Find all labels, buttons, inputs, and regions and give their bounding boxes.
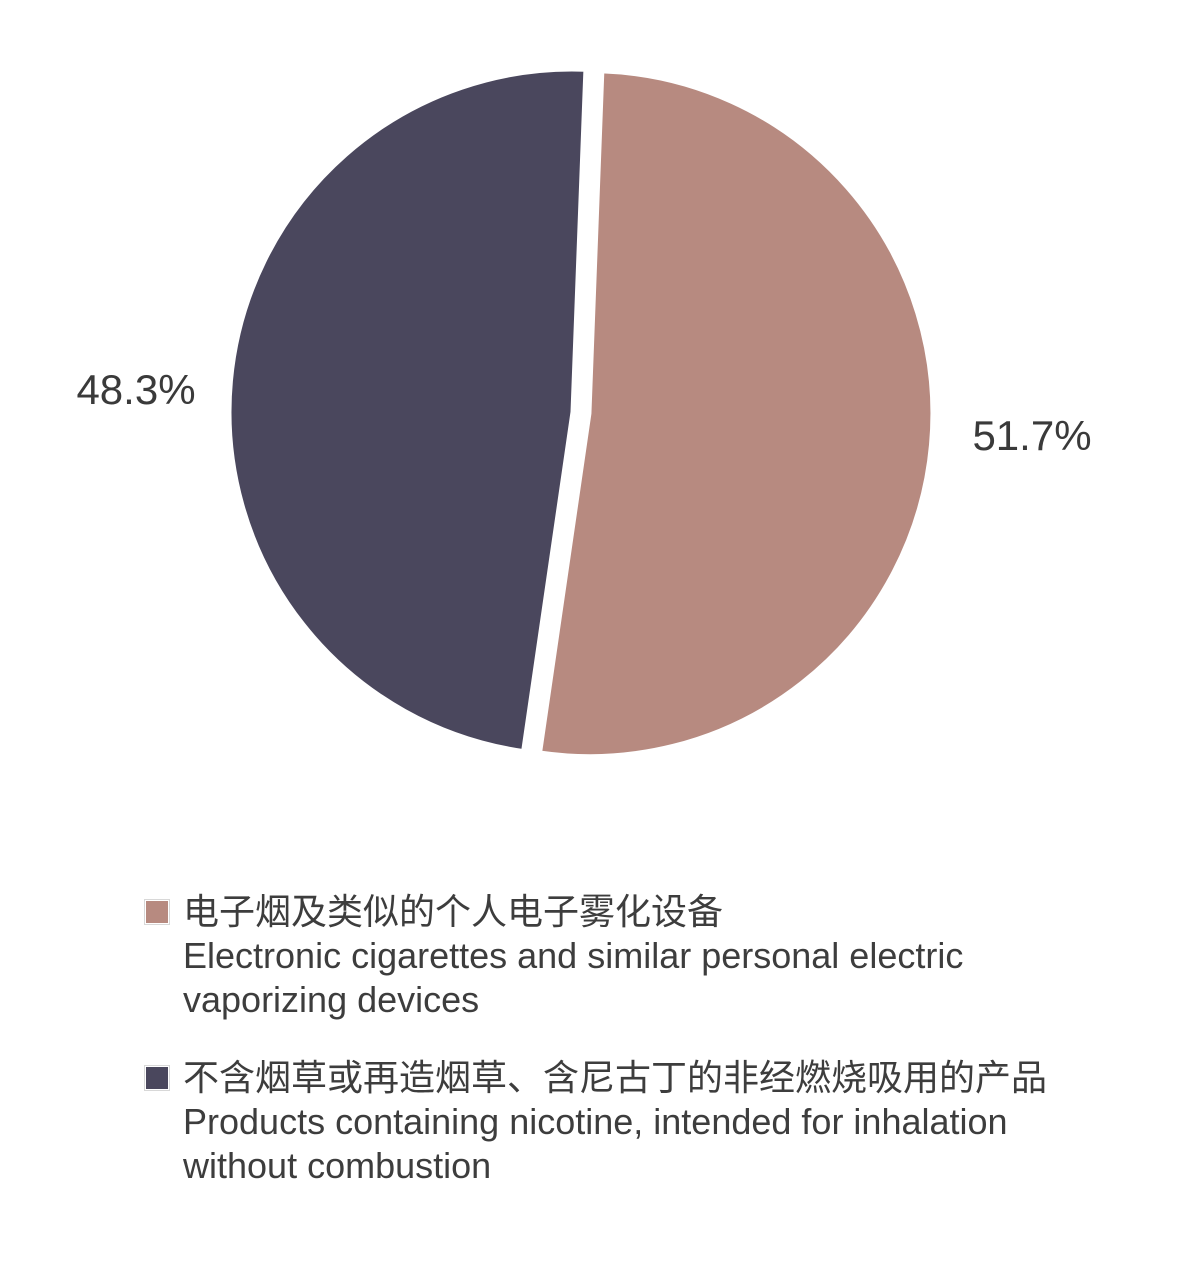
pie-slice-electronic-cigarettes	[538, 70, 934, 758]
legend-label-en-line2: vaporizing devices	[183, 979, 480, 1020]
legend-label-zh: 不含烟草或再造烟草、含尼古丁的非经燃烧吸用的产品	[183, 1057, 1048, 1098]
legend-label-en-line2: without combustion	[183, 1145, 492, 1186]
pie-slice-nicotine-products	[228, 68, 587, 753]
legend: 电子烟及类似的个人电子雾化设备 Electronic cigarettes an…	[145, 890, 1155, 1222]
legend-swatch-nicotine-products	[145, 1066, 169, 1090]
pie-label-nicotine-products: 48.3%	[76, 366, 195, 413]
legend-item-nicotine-products: 不含烟草或再造烟草、含尼古丁的非经燃烧吸用的产品 Products contai…	[145, 1056, 1155, 1188]
pie-label-electronic-cigarettes: 51.7%	[972, 412, 1091, 459]
pie-chart: 51.7% 48.3%	[76, 68, 1092, 758]
legend-label: 不含烟草或再造烟草、含尼古丁的非经燃烧吸用的产品 Products contai…	[183, 1056, 1155, 1188]
legend-label-en-line1: Products containing nicotine, intended f…	[183, 1101, 1008, 1142]
legend-item-electronic-cigarettes: 电子烟及类似的个人电子雾化设备 Electronic cigarettes an…	[145, 890, 1155, 1022]
legend-swatch-electronic-cigarettes	[145, 900, 169, 924]
legend-label-en-line1: Electronic cigarettes and similar person…	[183, 935, 964, 976]
legend-label-zh: 电子烟及类似的个人电子雾化设备	[183, 891, 724, 932]
legend-label: 电子烟及类似的个人电子雾化设备 Electronic cigarettes an…	[183, 890, 1155, 1022]
